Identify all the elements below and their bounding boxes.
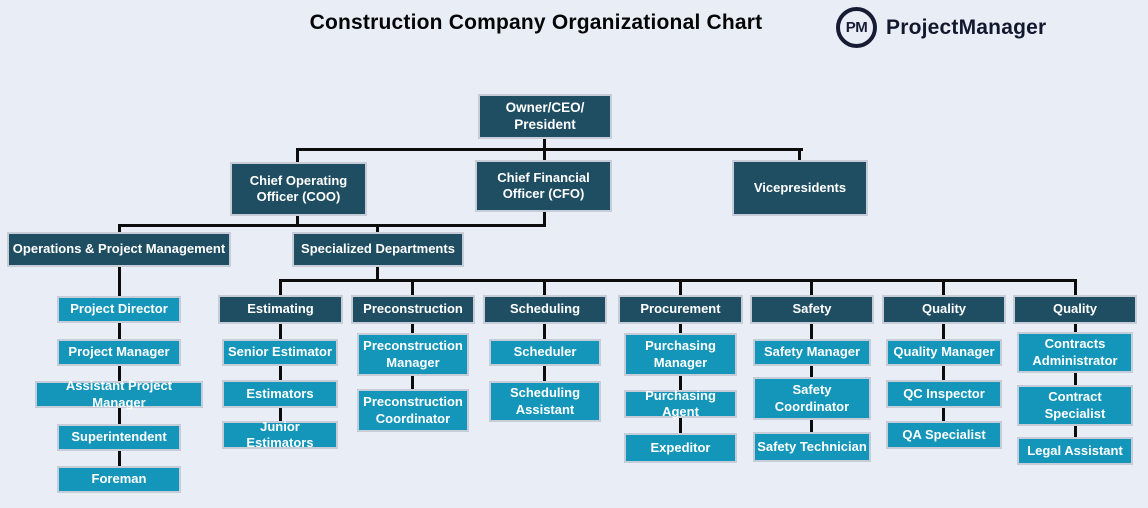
node-quality-manager: Quality Manager <box>886 339 1002 366</box>
connector <box>543 279 546 295</box>
node-preconstruction-manager: Preconstruction Manager <box>357 333 469 376</box>
connector <box>376 224 379 232</box>
connector <box>679 376 682 390</box>
connector <box>279 407 282 421</box>
dept-safety: Safety <box>750 295 874 324</box>
connector <box>279 279 282 295</box>
connector <box>296 148 803 151</box>
connector <box>296 216 299 226</box>
node-qc-inspector: QC Inspector <box>886 380 1002 408</box>
connector <box>942 324 945 339</box>
connector <box>543 139 546 150</box>
connector <box>1074 373 1077 385</box>
connector <box>411 279 414 295</box>
brand-name: ProjectManager <box>886 15 1047 39</box>
connector <box>118 408 121 424</box>
connector <box>1074 324 1077 332</box>
node-project-manager: Project Manager <box>57 339 181 366</box>
connector <box>942 366 945 380</box>
node-operations-project-management: Operations & Project Management <box>7 232 231 267</box>
dept-estimating: Estimating <box>218 295 343 324</box>
connector <box>118 224 546 227</box>
connector <box>798 148 801 160</box>
node-specialized-departments: Specialized Departments <box>292 232 464 267</box>
connector <box>118 267 121 296</box>
node-contract-specialist: Contract Specialist <box>1017 385 1133 426</box>
connector <box>411 324 414 333</box>
node-safety-manager: Safety Manager <box>753 339 871 366</box>
node-foreman: Foreman <box>57 466 181 493</box>
connector <box>942 279 945 295</box>
connector <box>679 279 682 295</box>
node-purchasing-manager: Purchasing Manager <box>624 333 737 376</box>
node-junior-estimators: Junior Estimators <box>222 419 338 450</box>
node-expeditor: Expeditor <box>624 433 737 463</box>
connector <box>942 408 945 421</box>
connector <box>118 366 121 381</box>
node-safety-coordinator: Safety Coordinator <box>753 377 871 420</box>
node-legal-assistant: Legal Assistant <box>1017 437 1133 465</box>
node-safety-technician: Safety Technician <box>753 432 871 462</box>
connector <box>411 376 414 389</box>
projectmanager-logo: PM ProjectManager <box>836 7 1046 48</box>
node-contracts-administrator: Contracts Administrator <box>1017 332 1133 373</box>
dept-quality-contracts: Quality <box>1013 295 1137 324</box>
node-qa-specialist: QA Specialist <box>886 421 1002 449</box>
connector <box>279 366 282 380</box>
connector <box>1074 279 1077 295</box>
connector <box>543 212 546 226</box>
connector <box>810 279 813 295</box>
node-scheduling-assistant: Scheduling Assistant <box>489 381 601 422</box>
connector <box>543 148 546 160</box>
node-senior-estimator: Senior Estimator <box>222 339 338 366</box>
dept-quality: Quality <box>882 295 1006 324</box>
node-preconstruction-coordinator: Preconstruction Coordinator <box>357 389 469 432</box>
connector <box>118 323 121 339</box>
node-purchasing-agent: Purchasing Agent <box>624 388 737 419</box>
connector <box>810 420 813 432</box>
node-cfo: Chief Financial Officer (CFO) <box>475 160 612 212</box>
dept-scheduling: Scheduling <box>483 295 607 324</box>
node-vicepresidents: Vicepresidents <box>732 160 868 216</box>
connector <box>279 324 282 339</box>
connector <box>543 324 546 339</box>
connector <box>679 324 682 333</box>
connector <box>1074 426 1077 437</box>
page-title: Construction Company Organizational Char… <box>309 11 763 34</box>
connector <box>118 224 121 232</box>
connector <box>543 366 546 381</box>
node-assistant-project-manager: Assistant Project Manager <box>35 378 203 410</box>
node-scheduler: Scheduler <box>489 339 601 366</box>
connector <box>376 267 379 280</box>
connector <box>679 418 682 433</box>
node-coo: Chief Operating Officer (COO) <box>230 162 367 216</box>
node-owner-ceo-president: Owner/CEO/ President <box>478 94 612 139</box>
connector <box>810 324 813 339</box>
connector <box>118 451 121 466</box>
dept-preconstruction: Preconstruction <box>351 295 475 324</box>
node-superintendent: Superintendent <box>57 424 181 451</box>
node-estimators: Estimators <box>222 380 338 408</box>
pm-monogram-icon: PM <box>836 7 877 48</box>
connector <box>810 366 813 377</box>
node-project-director: Project Director <box>57 296 181 323</box>
connector <box>279 279 1077 282</box>
connector <box>296 148 299 162</box>
dept-procurement: Procurement <box>618 295 743 324</box>
